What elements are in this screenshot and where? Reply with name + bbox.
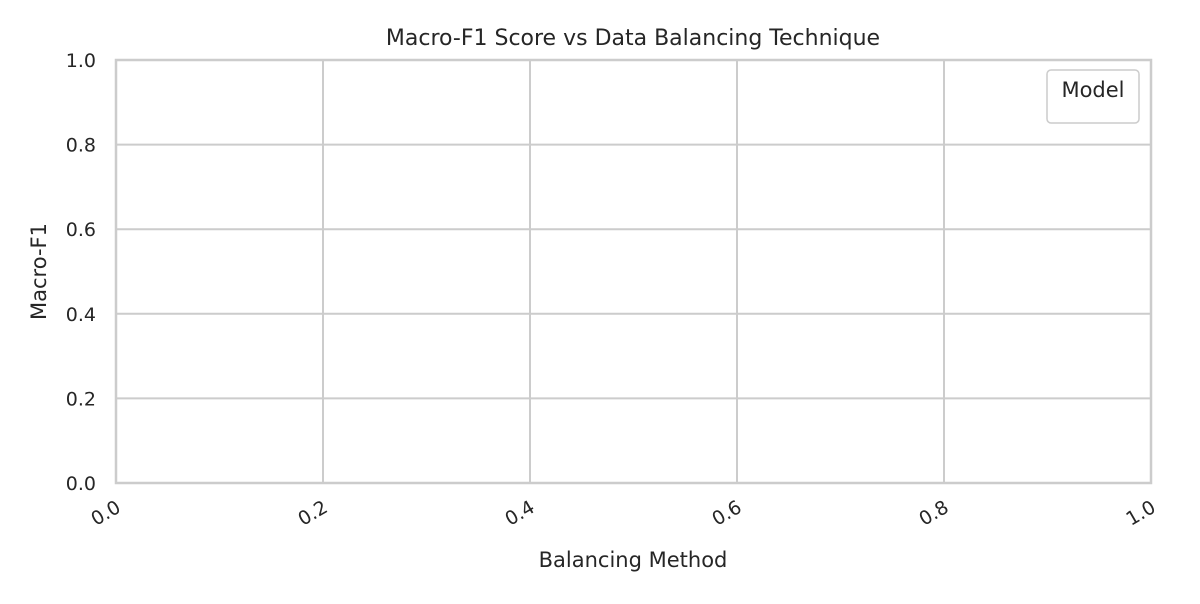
y-tick-label: 0.8	[66, 135, 96, 157]
y-tick-label: 0.0	[66, 473, 96, 495]
legend: Model	[1046, 69, 1140, 124]
y-axis-label: Macro-F1	[27, 223, 51, 320]
y-tick-label: 0.6	[66, 219, 96, 241]
legend-title: Model	[1061, 78, 1124, 102]
y-tick-label: 0.4	[66, 304, 96, 326]
y-tick-label: 0.2	[66, 388, 96, 410]
chart-title: Macro-F1 Score vs Data Balancing Techniq…	[386, 26, 880, 51]
plot-frame	[114, 58, 1153, 485]
x-axis-label: Balancing Method	[539, 548, 728, 572]
y-tick-labels: 0.0 0.2 0.4 0.6 0.8 1.0	[66, 50, 96, 495]
y-tick-label: 1.0	[66, 50, 96, 72]
legend-box	[1046, 69, 1140, 124]
